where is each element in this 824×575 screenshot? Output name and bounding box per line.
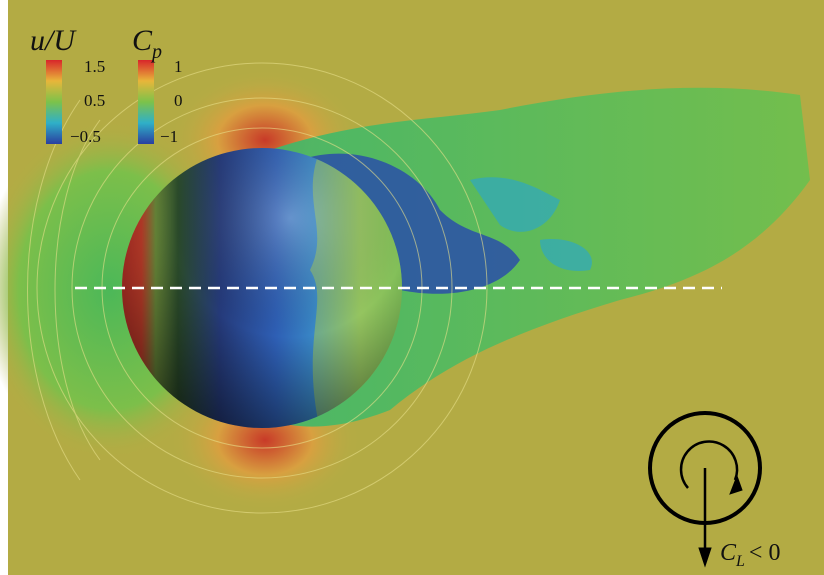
colorbar-tick: 0.5 [84,91,105,110]
label-subscript: p [150,41,162,63]
colorbar [138,60,154,144]
colorbar-tick: 1 [174,57,183,76]
colorbar-tick: 0 [174,91,183,110]
colorbar-tick: −1 [160,127,178,146]
colorbar [46,60,62,144]
colorbar-tick: 1.5 [84,57,105,76]
annotation-relation: < 0 [749,540,781,566]
page: {"colorbars": [ {"label": "u/U", "ticks"… [0,0,824,575]
annotation-subscript: L [735,553,745,570]
annotation-symbol: C [720,540,737,566]
colorbar-label: u/U [30,24,77,57]
colorbar-tick: −0.5 [70,127,101,146]
lift-annotation: CL< 0 [720,540,780,570]
figure: u/U 1.5 0.5 −0.5 Cp 1 0 −1 CL< 0 [0,0,824,575]
label-symbol: C [132,24,153,57]
